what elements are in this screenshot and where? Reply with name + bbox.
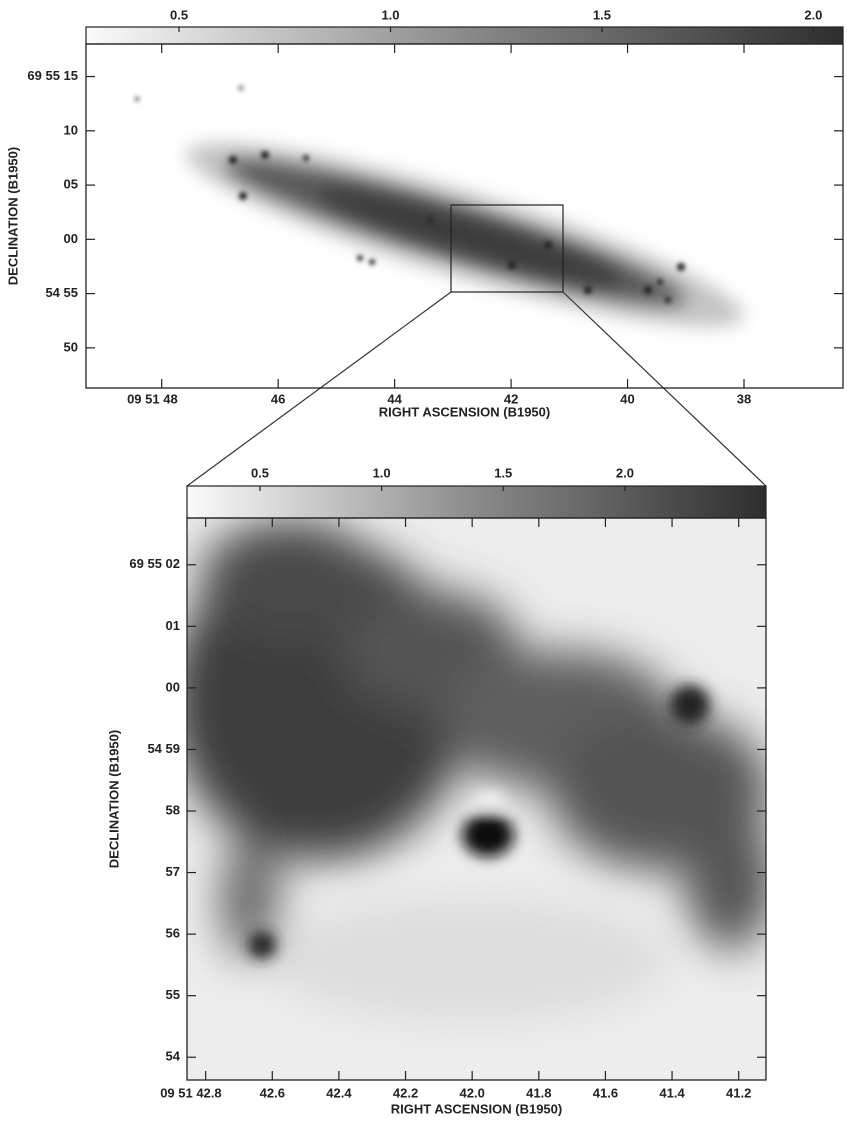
zoom-box bbox=[450, 204, 564, 293]
x-tick-label: 42.4 bbox=[326, 1085, 352, 1100]
y-tick-label: 57 bbox=[166, 864, 180, 879]
colorbar-tick-label: 2.0 bbox=[616, 465, 634, 480]
y-tick-label: 50 bbox=[64, 339, 78, 354]
x-tick-label: 41.8 bbox=[526, 1085, 551, 1100]
y-tick-label: 58 bbox=[166, 802, 180, 817]
y-tick-label: 05 bbox=[64, 177, 78, 192]
x-tick-label: 09 51 48 bbox=[127, 391, 178, 406]
x-axis-title: RIGHT ASCENSION (B1950) bbox=[379, 404, 550, 419]
x-tick-label: 09 51 42.8 bbox=[160, 1085, 221, 1100]
x-tick-label: 41.2 bbox=[726, 1085, 751, 1100]
x-tick-label: 42.6 bbox=[260, 1085, 285, 1100]
y-tick-label: 00 bbox=[64, 231, 78, 246]
plot-frame bbox=[85, 43, 844, 389]
y-axis-title: DECLINATION (B1950) bbox=[106, 730, 121, 868]
colorbar-tick-label: 0.5 bbox=[170, 7, 188, 22]
x-tick-label: 41.4 bbox=[659, 1085, 685, 1100]
x-tick-label: 40 bbox=[620, 391, 634, 406]
x-tick-label: 41.6 bbox=[593, 1085, 618, 1100]
x-tick-label: 44 bbox=[387, 391, 402, 406]
plot-frame bbox=[186, 517, 767, 1081]
galaxy-image bbox=[135, 86, 744, 327]
x-tick-label: 42 bbox=[504, 391, 518, 406]
y-tick-label: 54 55 bbox=[45, 285, 78, 300]
colorbar-tick-label: 1.5 bbox=[494, 465, 512, 480]
colorbar bbox=[186, 485, 767, 519]
y-tick-label: 10 bbox=[64, 122, 78, 137]
colorbar bbox=[85, 26, 844, 45]
colorbar-tick-label: 0.5 bbox=[251, 465, 269, 480]
x-tick-label: 46 bbox=[271, 391, 285, 406]
y-tick-label: 56 bbox=[166, 926, 180, 941]
x-axis-title: RIGHT ASCENSION (B1950) bbox=[391, 1101, 562, 1116]
y-tick-label: 54 bbox=[166, 1049, 181, 1064]
y-tick-label: 69 55 15 bbox=[27, 68, 78, 83]
x-tick-label: 38 bbox=[737, 391, 751, 406]
y-tick-label: 54 59 bbox=[147, 741, 180, 756]
y-tick-label: 69 55 02 bbox=[129, 556, 180, 571]
colorbar-tick-label: 1.5 bbox=[593, 7, 611, 22]
colorbar-tick-label: 1.0 bbox=[373, 465, 391, 480]
y-tick-label: 00 bbox=[166, 679, 180, 694]
colorbar-tick-label: 1.0 bbox=[381, 7, 399, 22]
zoom-image bbox=[187, 518, 766, 1080]
colorbar-tick-label: 2.0 bbox=[804, 7, 822, 22]
y-tick-label: 55 bbox=[166, 987, 180, 1002]
x-tick-label: 42.2 bbox=[393, 1085, 418, 1100]
zoom-connector bbox=[562, 291, 767, 487]
y-tick-label: 01 bbox=[166, 618, 180, 633]
x-tick-label: 42.0 bbox=[460, 1085, 485, 1100]
zoom-connector bbox=[186, 291, 452, 487]
y-axis-title: DECLINATION (B1950) bbox=[5, 147, 20, 285]
